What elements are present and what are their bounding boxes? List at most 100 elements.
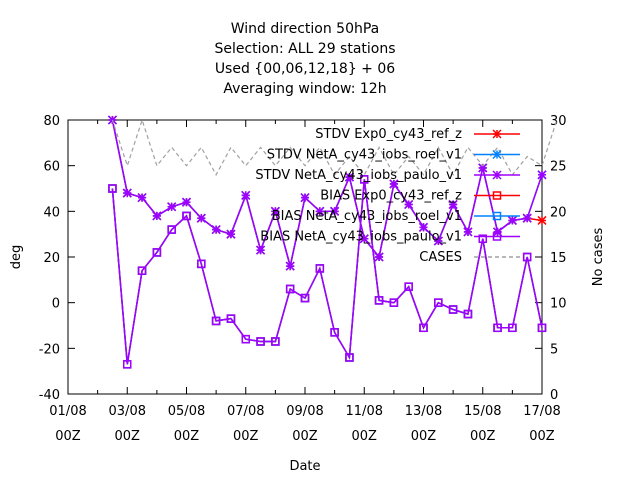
y-tick-label: -20 — [39, 342, 60, 357]
data-point — [241, 190, 251, 200]
data-point — [122, 188, 132, 198]
data-point — [374, 252, 384, 262]
legend-label: STDV NetA_cy43_iobs_roel_v1 — [267, 148, 462, 163]
y2-tick-label: 0 — [550, 388, 558, 403]
data-point — [167, 225, 176, 234]
legend-marker — [492, 232, 502, 241]
title-line-2: Selection: ALL 29 stations — [214, 41, 395, 57]
legend-marker — [492, 129, 502, 139]
x-axis-ticks: 01/08 00Z 03/08 00Z 05/08 00Z 07/08 00Z 09/08 00Z… — [49, 404, 560, 444]
data-point — [537, 323, 547, 333]
data-point — [315, 264, 325, 273]
data-point — [522, 213, 532, 223]
data-point — [270, 206, 280, 216]
y2-tick-label: 10 — [550, 297, 567, 312]
data-point — [123, 360, 132, 369]
data-point — [359, 234, 369, 244]
data-point — [418, 222, 429, 232]
x-tick-label-hour: 00Z — [292, 429, 318, 444]
legend-label: BIAS NetA_cy43_iobs_roel_v1 — [272, 209, 462, 224]
data-point — [226, 314, 236, 323]
data-point — [463, 309, 473, 319]
y-tick-label: 80 — [43, 114, 60, 129]
y2-axis-ticks: 30 25 20 15 10 5 0 — [550, 114, 567, 403]
y2-tick-label: 20 — [550, 205, 567, 220]
data-point — [448, 305, 458, 314]
x-tick-label-hour: 00Z — [411, 429, 437, 444]
x-tick-label-date: 17/08 — [523, 404, 560, 419]
y2-tick-label: 15 — [550, 251, 567, 266]
x-tick-label-date: 05/08 — [168, 404, 205, 419]
data-point — [389, 298, 399, 307]
data-point — [211, 316, 221, 326]
data-point — [433, 236, 443, 246]
data-point — [167, 202, 177, 212]
data-point — [137, 193, 147, 203]
title-line-4: Averaging window: 12h — [223, 81, 386, 97]
x-tick-label-hour: 00Z — [352, 429, 378, 444]
series-line — [111, 119, 543, 267]
series-line — [111, 118, 558, 177]
data-point — [211, 225, 221, 235]
x-tick-label-date: 03/08 — [109, 404, 146, 419]
data-point — [478, 234, 487, 243]
data-point — [493, 323, 502, 333]
data-point — [389, 179, 399, 189]
y2-tick-label: 30 — [550, 114, 567, 129]
chart-title: Wind direction 50hPa Selection: ALL 29 st… — [214, 21, 395, 97]
data-point — [108, 184, 117, 193]
data-point — [374, 296, 384, 305]
data-point — [493, 227, 503, 237]
data-point — [152, 248, 162, 257]
data-point — [182, 211, 191, 221]
title-line-3: Used {00,06,12,18} + 06 — [215, 61, 395, 77]
data-point — [137, 266, 147, 275]
y-tick-label: 0 — [52, 297, 60, 312]
data-point — [419, 323, 428, 333]
data-point — [330, 328, 339, 337]
series-group — [107, 115, 558, 369]
data-point — [345, 353, 354, 362]
data-point — [404, 282, 413, 291]
data-point — [537, 170, 547, 180]
series-line — [111, 179, 543, 365]
data-point — [241, 334, 250, 344]
y-axis-label: deg — [9, 245, 24, 270]
data-point — [508, 323, 517, 333]
series-2 — [107, 115, 547, 271]
x-tick-label-hour: 00Z — [470, 429, 496, 444]
legend-label: CASES — [419, 250, 462, 265]
x-tick-label-date: 15/08 — [464, 404, 501, 419]
series-line — [111, 179, 543, 365]
series-6 — [111, 118, 558, 177]
x-tick-label-hour: 00Z — [115, 429, 141, 444]
data-point — [285, 261, 295, 271]
data-point — [256, 337, 265, 346]
legend-label: BIAS NetA_cy43_iobs_paulo_v1 — [260, 230, 462, 245]
legend-label: BIAS Exp0_cy43_ref_z — [320, 189, 462, 204]
data-point — [434, 298, 443, 307]
legend: STDV Exp0_cy43_ref_z STDV NetA_cy43_iobs_… — [255, 127, 520, 265]
data-point — [522, 252, 532, 262]
y2-tick-label: 25 — [550, 160, 567, 175]
data-point — [181, 197, 192, 207]
y2-tick-label: 5 — [550, 342, 558, 357]
data-point — [256, 245, 266, 255]
data-point — [478, 163, 488, 173]
x-tick-label-date: 11/08 — [346, 404, 383, 419]
x-tick-label-date: 01/08 — [49, 404, 86, 419]
data-point — [271, 337, 280, 346]
data-point — [152, 211, 162, 221]
y-axis-ticks: 80 60 40 20 0 -20 -40 — [39, 114, 60, 403]
x-tick-label-date: 13/08 — [405, 404, 442, 419]
x-tick-label-hour: 00Z — [529, 429, 555, 444]
x-tick-label-date: 07/08 — [227, 404, 264, 419]
legend-label: STDV Exp0_cy43_ref_z — [315, 127, 462, 142]
x-tick-label-hour: 00Z — [233, 429, 259, 444]
x-tick-label-hour: 00Z — [174, 429, 200, 444]
data-point — [360, 175, 369, 184]
y-tick-label: 40 — [43, 205, 60, 220]
x-axis-label: Date — [289, 459, 320, 474]
